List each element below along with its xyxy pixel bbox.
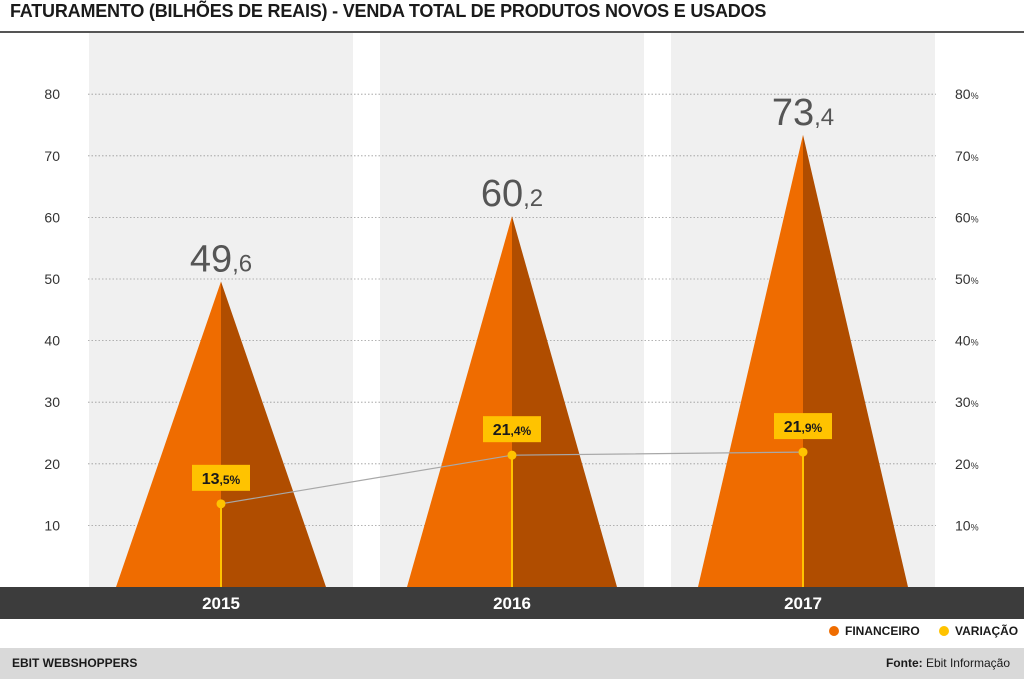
bar-financeiro-2015-right: [221, 281, 326, 587]
data-label-variacao-2017: 21,9%: [784, 419, 823, 436]
y-right-tick-80: 80%: [955, 86, 979, 102]
legend-variacao-swatch: [939, 626, 949, 636]
y-right-tick-70: 70%: [955, 148, 979, 164]
y-left-tick-60: 60: [44, 209, 60, 225]
data-label-financeiro-2016: 60,2: [481, 173, 543, 215]
y-left-tick-10: 10: [44, 517, 60, 533]
x-tick-2017: 2017: [784, 594, 822, 613]
y-right-tick-50: 50%: [955, 271, 979, 287]
bar-financeiro-2017-right: [803, 134, 908, 587]
y-left-tick-50: 50: [44, 271, 60, 287]
chart-title: FATURAMENTO (BILHÕES DE REAIS) - VENDA T…: [10, 1, 767, 21]
x-tick-2016: 2016: [493, 594, 531, 613]
footer-source: Fonte: Ebit Informação: [886, 656, 1010, 670]
legend-financeiro-label: FINANCEIRO: [845, 624, 920, 638]
bar-financeiro-2015-left: [116, 281, 221, 587]
point-variacao-2017: [798, 447, 808, 457]
label-box-variacao-2015: [192, 464, 250, 491]
y-right-tick-10: 10%: [955, 517, 979, 533]
legend-financeiro: FINANCEIRO: [829, 624, 920, 638]
label-box-variacao-2016: [483, 416, 541, 443]
label-box-variacao-2017: [774, 413, 832, 440]
y-left-tick-30: 30: [44, 394, 60, 410]
chart: 10 10% 20 20% 30 30% 40 40% 50 50% 60 60% 70 70% 80 80%…: [0, 33, 1024, 619]
y-right-tick-60: 60%: [955, 209, 979, 225]
y-left-tick-40: 40: [44, 333, 60, 349]
legend-financeiro-swatch: [829, 626, 839, 636]
y-left-tick-80: 80: [44, 86, 60, 102]
y-right-tick-30: 30%: [955, 394, 979, 410]
footer-source-value: Ebit Informação: [925, 656, 1010, 670]
bar-financeiro-2016-left: [407, 216, 512, 587]
x-tick-2015: 2015: [202, 594, 240, 613]
bar-financeiro-2016-right: [512, 216, 617, 587]
footer-source-label: Fonte:: [885, 656, 923, 670]
point-variacao-2016: [507, 450, 517, 460]
legend-variacao-label: VARIAÇÃO: [955, 624, 1019, 638]
data-label-financeiro-2017: 73,4: [772, 92, 834, 134]
data-label-variacao-2015: 13,5%: [202, 471, 241, 488]
bar-financeiro-2017-left: [698, 134, 803, 587]
y-right-tick-20: 20%: [955, 456, 979, 472]
y-left-tick-70: 70: [44, 148, 60, 164]
legend-variacao: VARIAÇÃO: [939, 624, 1018, 638]
footer-bar: [0, 648, 1024, 679]
y-left-tick-20: 20: [44, 456, 60, 472]
footer-brand: EBIT WEBSHOPPERS: [12, 656, 138, 670]
data-label-financeiro-2015: 49,6: [190, 238, 252, 280]
x-axis-bar: [0, 587, 1024, 619]
data-label-variacao-2016: 21,4%: [493, 422, 532, 439]
point-variacao-2015: [216, 499, 226, 509]
y-right-tick-40: 40%: [955, 333, 979, 349]
title-divider: [0, 31, 1024, 33]
